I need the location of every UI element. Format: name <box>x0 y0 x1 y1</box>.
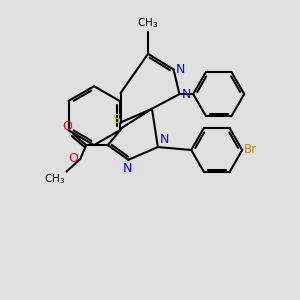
Text: O: O <box>68 152 78 165</box>
Text: CH$_3$: CH$_3$ <box>137 16 159 30</box>
Text: N: N <box>123 162 132 175</box>
Text: O: O <box>63 120 73 133</box>
Text: Br: Br <box>244 143 257 157</box>
Text: N: N <box>176 63 185 76</box>
Text: N: N <box>160 133 169 146</box>
Text: N: N <box>182 88 191 100</box>
Text: S: S <box>112 113 121 126</box>
Text: CH$_3$: CH$_3$ <box>44 172 66 186</box>
